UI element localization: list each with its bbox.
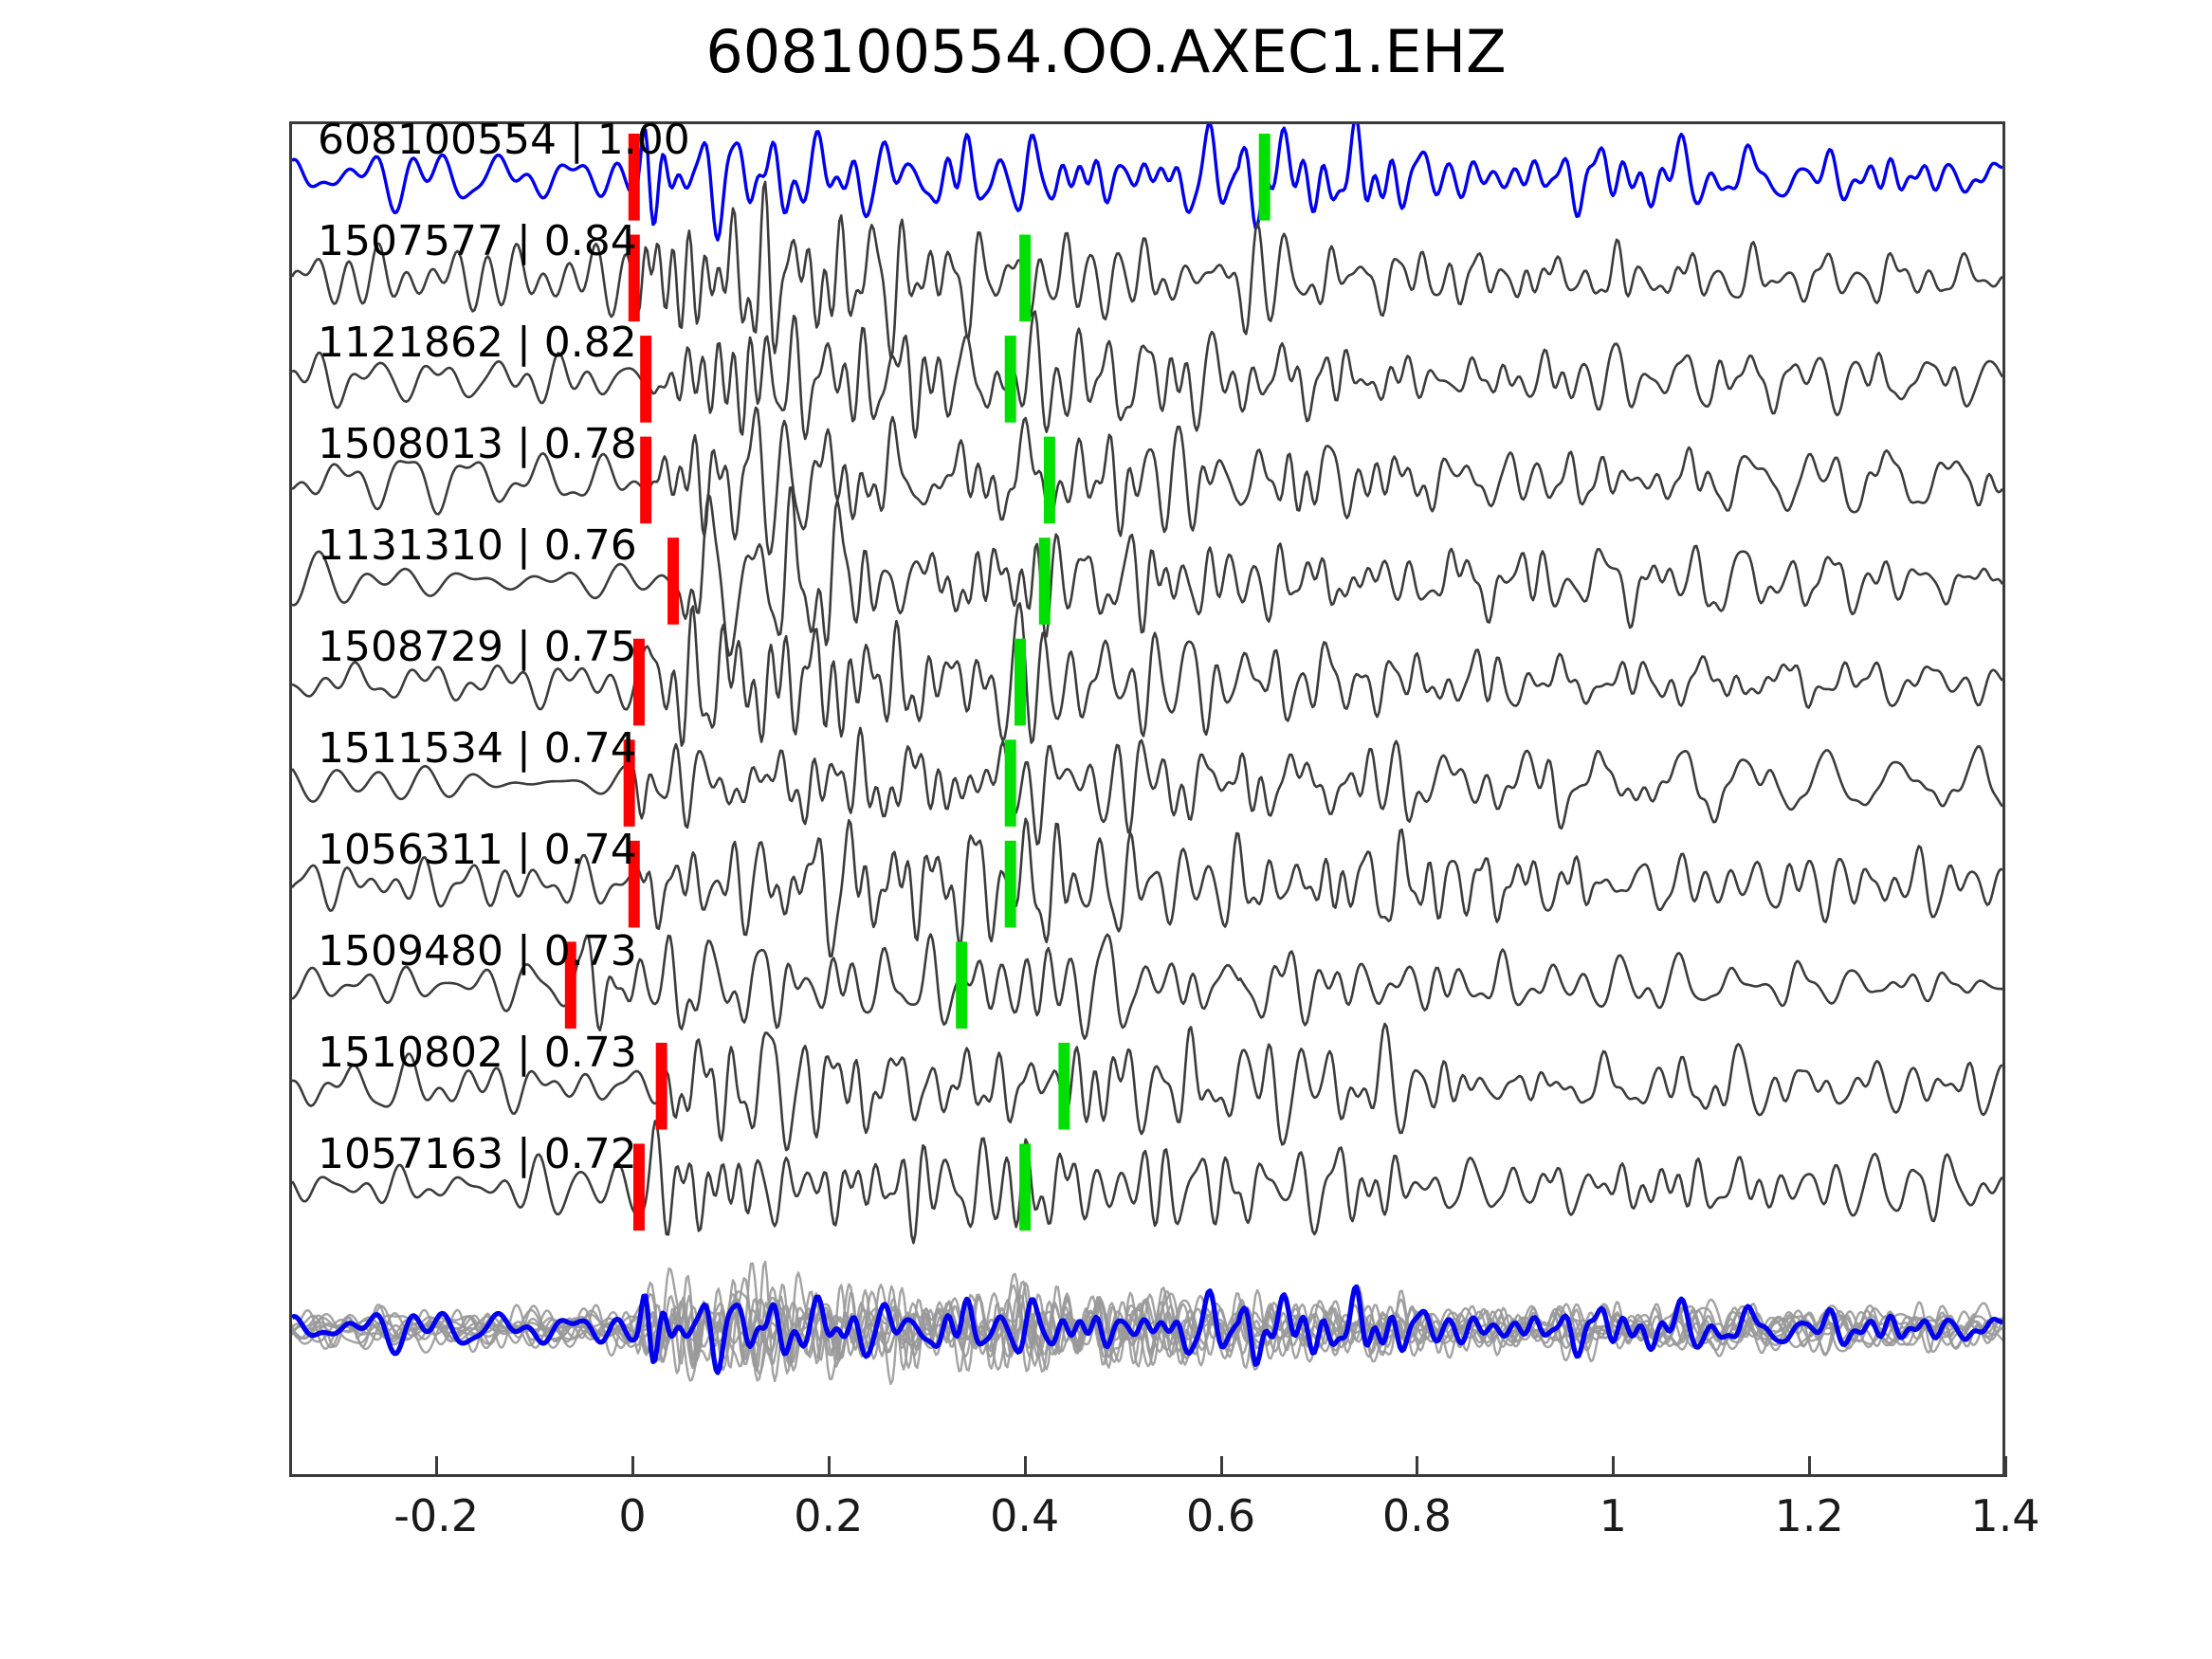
waveform-trace-1121862	[292, 310, 2002, 441]
waveform-trace-1511534	[292, 726, 2002, 846]
trace-label-1131310: 1131310 | 0.76	[318, 521, 637, 570]
waveform-trace-1509480	[292, 933, 2002, 1040]
s-pick-marker-1510802	[1058, 1042, 1070, 1130]
p-pick-marker-1508013	[640, 436, 652, 524]
x-tick-mark	[1612, 1456, 1616, 1477]
s-pick-marker-1508013	[1043, 436, 1055, 524]
x-tick-mark	[1023, 1456, 1027, 1477]
trace-label-1507577: 1507577 | 0.84	[318, 217, 637, 265]
s-pick-marker-1509480	[956, 941, 968, 1029]
trace-label-1057163: 1057163 | 0.72	[318, 1130, 637, 1178]
trace-label-1508013: 1508013 | 0.78	[318, 420, 637, 468]
plot-area	[289, 121, 2005, 1477]
x-tick-label: 1.2	[1774, 1490, 1844, 1541]
x-tick-mark	[827, 1456, 831, 1477]
p-pick-marker-1511534	[623, 739, 635, 827]
x-tick-mark	[435, 1456, 439, 1477]
trace-label-1056311: 1056311 | 0.74	[318, 826, 637, 874]
waveform-trace-1508013	[292, 406, 2002, 556]
waveform-trace-1057163	[292, 1120, 2002, 1245]
x-tick-mark	[2004, 1456, 2007, 1477]
x-tick-label: 0.6	[1185, 1490, 1256, 1541]
p-pick-marker-1507577	[628, 234, 640, 322]
x-tick-label: 1.4	[1970, 1490, 2040, 1541]
figure-title: 608100554.OO.AXEC1.EHZ	[705, 17, 1507, 86]
waveform-trace-1508729	[292, 602, 2002, 747]
s-pick-marker-1131310	[1038, 538, 1051, 625]
x-tick-label: 1	[1599, 1490, 1627, 1541]
waveform-trace-1056311	[292, 817, 2002, 958]
x-tick-label: 0.8	[1381, 1490, 1452, 1541]
waveform-trace-1507577	[292, 180, 2002, 359]
x-tick-mark	[1416, 1456, 1419, 1477]
x-tick-mark	[631, 1456, 634, 1477]
s-pick-marker-1508729	[1015, 638, 1026, 726]
waveform-trace-1131310	[292, 485, 2002, 657]
p-pick-marker-1121862	[640, 336, 652, 423]
x-tick-label: 0	[618, 1490, 647, 1541]
s-pick-marker-1507577	[1019, 234, 1032, 322]
stack-member-trace	[292, 1281, 1999, 1369]
trace-label-608100554: 608100554 | 1.00	[318, 116, 690, 164]
x-tick-label: 0.4	[990, 1490, 1060, 1541]
p-pick-marker-1057163	[632, 1143, 645, 1231]
waveform-trace-1510802	[292, 1022, 2002, 1152]
s-pick-marker-1057163	[1019, 1143, 1032, 1231]
s-pick-marker-1056311	[1004, 840, 1016, 928]
s-pick-marker-1511534	[1004, 739, 1016, 827]
trace-label-1510802: 1510802 | 0.73	[318, 1029, 637, 1077]
p-pick-marker-1131310	[667, 538, 680, 625]
x-tick-mark	[1219, 1456, 1223, 1477]
p-pick-marker-608100554	[628, 133, 640, 221]
p-pick-marker-1509480	[564, 941, 576, 1029]
trace-label-1121862: 1121862 | 0.82	[318, 319, 637, 367]
x-tick-mark	[1808, 1456, 1812, 1477]
s-pick-marker-608100554	[1258, 133, 1271, 221]
trace-label-1508729: 1508729 | 0.75	[318, 623, 637, 671]
waveform-trace-608100554	[292, 124, 2002, 242]
s-pick-marker-1121862	[1004, 336, 1016, 423]
trace-label-1509480: 1509480 | 0.73	[318, 927, 637, 975]
stack-template-trace	[292, 1284, 2002, 1376]
waveform-canvas	[292, 124, 2002, 1386]
p-pick-marker-1508729	[632, 638, 645, 726]
trace-label-1511534: 1511534 | 0.74	[318, 724, 637, 773]
x-tick-label: -0.2	[393, 1490, 480, 1541]
p-pick-marker-1056311	[628, 840, 640, 928]
x-tick-label: 0.2	[794, 1490, 864, 1541]
p-pick-marker-1510802	[655, 1042, 667, 1130]
